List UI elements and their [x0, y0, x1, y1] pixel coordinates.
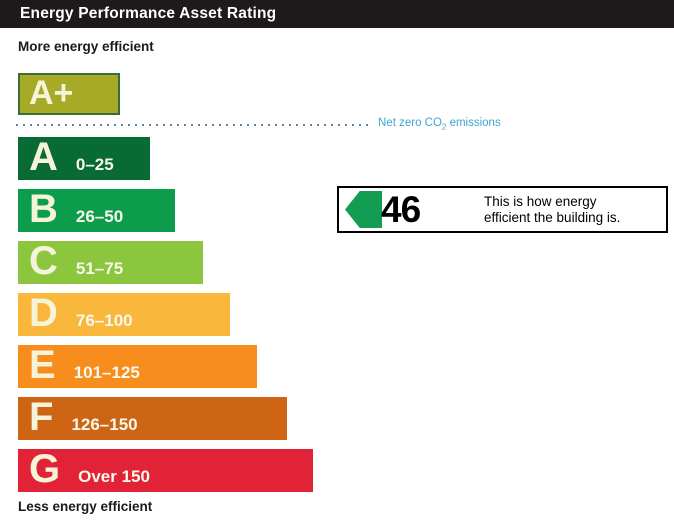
net-zero-text-prefix: Net zero CO — [378, 117, 442, 129]
band-letter: A+ — [29, 74, 74, 112]
less-efficient-label: Less energy efficient — [18, 499, 153, 514]
net-zero-dotted-line — [16, 124, 372, 126]
more-efficient-label: More energy efficient — [18, 39, 154, 54]
band-letter: G — [29, 447, 61, 491]
band-list: A 0–25 B 26–50 C 51–75 D 76–100 E 101–12… — [18, 137, 313, 501]
chart-title: Energy Performance Asset Rating — [20, 5, 277, 22]
rating-arrow-icon — [345, 191, 382, 228]
band-letter: C — [29, 239, 58, 283]
net-zero-label: Net zero CO2 emissions — [378, 116, 501, 134]
band-row: C 51–75 — [18, 241, 203, 284]
band-row: D 76–100 — [18, 293, 230, 336]
band-letter: F — [29, 395, 54, 439]
rating-value: 46 — [381, 189, 421, 230]
band-row: E 101–125 — [18, 345, 257, 388]
band-range: 101–125 — [73, 363, 140, 382]
net-zero-text-suffix: emissions — [446, 117, 501, 129]
band-letter: D — [29, 291, 58, 335]
net-zero-subscript: 2 — [441, 122, 447, 132]
rating-description-line1: This is how energy — [484, 194, 597, 209]
band-letter: B — [29, 187, 58, 231]
band-row: B 26–50 — [18, 189, 175, 232]
band-range: 126–150 — [71, 415, 138, 434]
band-row: A 0–25 — [18, 137, 150, 180]
band-a-plus: A+ — [18, 73, 120, 115]
band-row: F 126–150 — [18, 397, 287, 440]
rating-description-line2: efficient the building is. — [484, 210, 621, 225]
rating-description: This is how energy efficient the buildin… — [484, 194, 620, 226]
band-row: G Over 150 — [18, 449, 313, 492]
band-range: 76–100 — [75, 311, 133, 330]
band-letter: E — [29, 343, 56, 387]
rating-indicator: 46 This is how energy efficient the buil… — [337, 186, 668, 233]
band-range: Over 150 — [78, 467, 150, 486]
band-range: 0–25 — [75, 155, 114, 174]
band-range: 51–75 — [75, 259, 124, 278]
chart-title-bar: Energy Performance Asset Rating — [0, 0, 674, 28]
band-range: 26–50 — [75, 207, 124, 226]
band-letter: A — [29, 135, 58, 179]
